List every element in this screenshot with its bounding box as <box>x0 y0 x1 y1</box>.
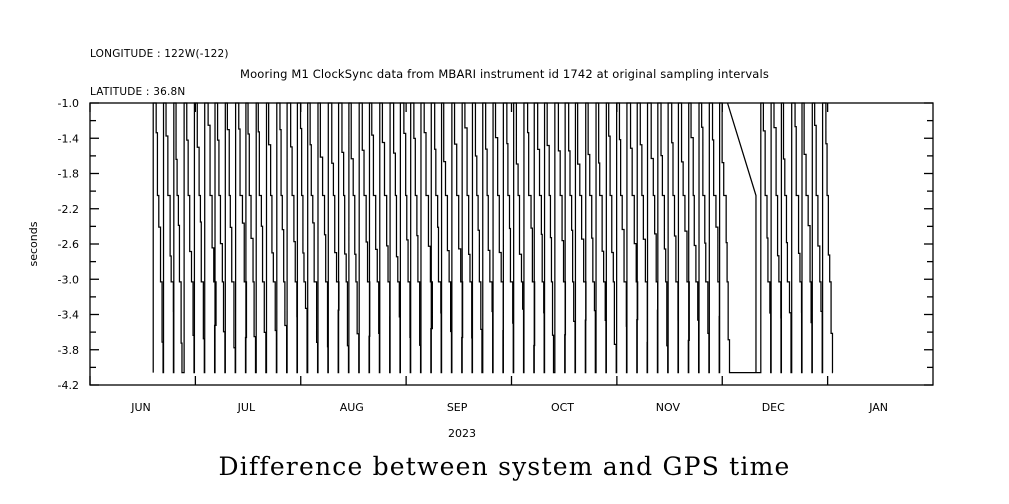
y-tick-label: -3.0 <box>58 273 79 286</box>
x-tick-label: AUG <box>340 401 364 414</box>
y-tick-label: -1.0 <box>58 97 79 110</box>
x-tick-label: JUL <box>237 401 256 414</box>
plot-frame <box>90 103 933 385</box>
x-tick-label: OCT <box>551 401 574 414</box>
y-tick-label: -4.2 <box>58 379 79 392</box>
y-tick-label: -2.6 <box>58 238 79 251</box>
x-tick-label: NOV <box>656 401 681 414</box>
x-tick-label: DEC <box>762 401 785 414</box>
y-axis-title: seconds <box>27 221 40 266</box>
x-tick-label: JUN <box>130 401 151 414</box>
figure-caption: Difference between system and GPS time <box>0 452 1009 481</box>
y-tick-label: -3.8 <box>58 344 79 357</box>
y-tick-label: -1.4 <box>58 132 79 145</box>
clock-drift-chart: -1.0 -1.4 -1.8 -2.2 -2.6 -3.0 -3.4 -3.8 -4.2 JUN… <box>0 0 1009 504</box>
y-tick-label: -3.4 <box>58 309 79 322</box>
y-tick-label: -1.8 <box>58 168 79 181</box>
y-axis-tick-labels: -1.0 -1.4 -1.8 -2.2 -2.6 -3.0 -3.4 -3.8 -4.2 <box>58 97 79 392</box>
x-axis-tick-labels: JUN JUL AUG SEP OCT NOV DEC JAN <box>130 401 888 414</box>
x-tick-label: SEP <box>447 401 468 414</box>
x-tick-label: JAN <box>868 401 888 414</box>
y-tick-label: -2.2 <box>58 203 79 216</box>
x-axis-title: 2023 <box>448 427 476 440</box>
